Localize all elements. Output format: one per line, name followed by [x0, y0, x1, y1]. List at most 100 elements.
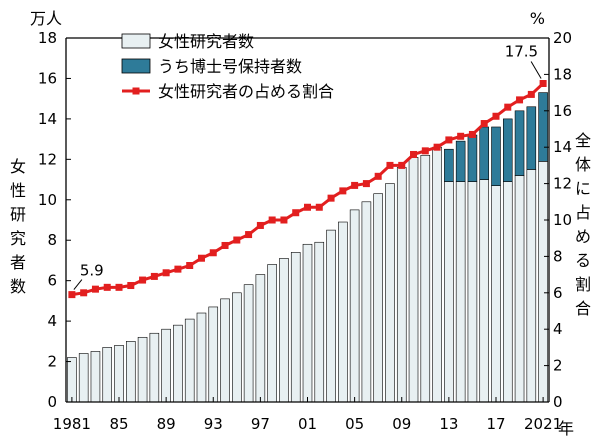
x-tick-label: 89	[157, 415, 176, 433]
ratio-point-2006	[362, 180, 370, 188]
bar-female-researchers-1984	[102, 347, 113, 403]
annotations: 5.9 17.5	[73, 43, 542, 290]
axis-title-char: に	[575, 179, 591, 198]
bar-female-researchers-2019	[514, 175, 525, 403]
bar-phd-holders-2018	[502, 118, 513, 182]
ratio-point-1983	[91, 285, 99, 293]
ratio-point-1988	[150, 272, 158, 280]
bar-female-researchers-2016	[479, 179, 489, 403]
legend-label-ratio: 女性研究者の占める割合	[158, 82, 334, 101]
bar-female-researchers-1983	[90, 351, 101, 403]
bar-female-researchers-1999	[279, 258, 289, 403]
left-tick-label: 12	[38, 150, 57, 168]
ratio-point-2007	[374, 172, 382, 180]
axis-title-char: 数	[10, 277, 26, 296]
legend-label-female-researchers: 女性研究者数	[158, 32, 254, 51]
ratio-point-1999	[280, 216, 288, 224]
bar-phd-holders-2021	[538, 92, 548, 162]
bar-female-researchers-2004	[338, 221, 348, 403]
right-tick-label: 14	[553, 138, 572, 156]
ratio-point-2008	[386, 161, 394, 169]
axis-title-char: 究	[10, 229, 26, 248]
left-axis-ticks: 0 2 4 6 8 10 12 14 16 18	[38, 29, 71, 411]
ratio-point-2002	[315, 203, 323, 211]
annotation-leader-end	[530, 61, 542, 79]
left-tick-label: 16	[38, 69, 57, 87]
axis-title-char: 割	[575, 275, 591, 294]
bar-female-researchers-1998	[267, 264, 277, 403]
axis-title-char: 性	[10, 181, 26, 200]
ratio-point-2003	[327, 194, 335, 202]
ratio-point-1994	[221, 241, 229, 249]
x-tick-label: 2021	[524, 415, 562, 433]
axis-title-char: 女	[10, 157, 26, 176]
right-tick-label: 16	[553, 102, 572, 120]
bar-female-researchers-2013	[444, 181, 454, 403]
right-axis-unit: %	[530, 9, 545, 28]
bar-female-researchers-2007	[373, 193, 383, 403]
bar-phd-holders-2020	[526, 106, 537, 170]
right-tick-label: 18	[553, 65, 572, 83]
bar-female-researchers-1982	[78, 353, 89, 403]
bar-female-researchers-1991	[184, 318, 195, 403]
bar-female-researchers-2005	[349, 209, 360, 403]
ratio-point-2005	[351, 181, 359, 189]
ratio-point-1993	[209, 249, 217, 257]
left-tick-label: 4	[47, 312, 57, 330]
bar-female-researchers-1986	[126, 341, 136, 403]
ratio-point-2011	[421, 147, 429, 155]
ratio-point-2020	[527, 90, 535, 98]
ratio-point-1989	[162, 269, 170, 277]
bar-female-researchers-1988	[149, 332, 160, 403]
legend-swatch-phd-holders	[121, 58, 151, 74]
x-tick-label: 85	[109, 415, 128, 433]
bar-female-researchers-2015	[467, 181, 478, 403]
bar-female-researchers-2008	[385, 183, 395, 403]
ratio-point-2012	[433, 143, 441, 151]
x-axis-unit: 年	[558, 419, 574, 438]
bar-female-researchers-2020	[526, 169, 537, 403]
ratio-point-1990	[174, 265, 182, 273]
bar-female-researchers-2011	[420, 154, 431, 403]
x-tick-label: 13	[439, 415, 458, 433]
bar-female-researchers-1987	[137, 336, 148, 403]
left-tick-label: 6	[47, 272, 57, 290]
ratio-point-1998	[268, 216, 276, 224]
bar-female-researchers-2001	[302, 243, 313, 403]
right-tick-label: 12	[553, 175, 572, 193]
ratio-point-1996	[245, 231, 253, 239]
legend-label-phd-holders: うち博士号保持者数	[158, 57, 302, 76]
bar-female-researchers-1981	[67, 357, 77, 403]
bar-female-researchers-1997	[255, 274, 266, 403]
legend-swatch-female-researchers	[121, 33, 151, 49]
axis-title-char: 合	[575, 299, 591, 318]
left-tick-label: 2	[47, 353, 57, 371]
right-tick-label: 6	[553, 284, 563, 302]
ratio-line-layer	[68, 80, 547, 299]
bars-layer	[67, 92, 548, 403]
bar-female-researchers-2006	[361, 201, 372, 403]
ratio-point-1984	[103, 283, 111, 291]
bar-female-researchers-1994	[220, 298, 230, 403]
ratio-point-1992	[197, 254, 205, 262]
bar-female-researchers-2002	[314, 241, 325, 403]
ratio-point-2013	[445, 136, 453, 144]
x-tick-label: 05	[345, 415, 364, 433]
left-tick-label: 18	[38, 29, 57, 47]
axis-title-char: 体	[575, 155, 591, 174]
right-tick-label: 2	[553, 357, 563, 375]
bar-female-researchers-2014	[455, 181, 466, 403]
ratio-point-1997	[256, 221, 264, 229]
x-tick-label: 1981	[53, 415, 91, 433]
bar-female-researchers-2003	[326, 229, 336, 403]
left-tick-label: 0	[47, 393, 57, 411]
bar-female-researchers-1996	[243, 284, 254, 403]
bar-phd-holders-2014	[455, 140, 466, 182]
axis-title-char: 研	[10, 205, 26, 224]
left-axis-unit: 万人	[30, 9, 62, 28]
bar-phd-holders-2016	[479, 126, 489, 180]
ratio-point-1991	[186, 262, 194, 269]
